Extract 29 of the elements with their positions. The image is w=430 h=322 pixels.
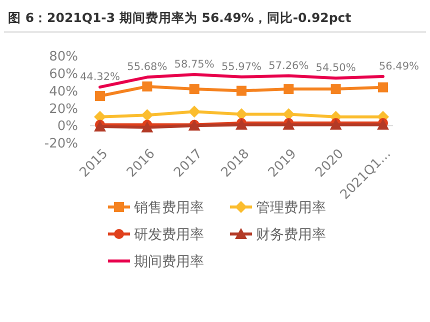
point: [95, 91, 105, 102]
point: [378, 82, 388, 92]
point: [189, 84, 200, 94]
point: [330, 84, 341, 94]
legend-label: 研发费用率: [134, 226, 204, 243]
y-tick-label: 40%: [49, 84, 78, 100]
chart-title: 图 6：2021Q1-3 期间费用率为 56.49%，同比-0.92pct: [8, 10, 352, 25]
legend-label: 管理费用率: [256, 200, 326, 216]
y-tick-label: -20%: [44, 136, 78, 152]
data-label: 56.49%: [378, 60, 420, 72]
data-label: 57.26%: [268, 60, 309, 72]
legend-label: 期间费用率: [134, 254, 204, 270]
y-tick-label: 60%: [49, 66, 78, 82]
point: [141, 121, 154, 132]
point: [142, 81, 152, 92]
data-label: 58.75%: [174, 58, 214, 70]
y-tick-label: 20%: [49, 102, 78, 117]
y-tick-label: 80%: [49, 50, 78, 65]
point: [236, 86, 246, 96]
point: [188, 106, 200, 118]
data-label: 55.68%: [127, 61, 168, 74]
point: [284, 84, 294, 94]
y-tick-label: 0%: [57, 119, 78, 134]
legend-label: 销售费用率: [133, 200, 204, 216]
data-label: 55.97%: [221, 60, 262, 73]
legend-label: 财务费用率: [256, 226, 326, 243]
data-label: 54.50%: [316, 62, 356, 74]
point: [141, 109, 154, 122]
data-label: 44.32%: [80, 71, 120, 84]
